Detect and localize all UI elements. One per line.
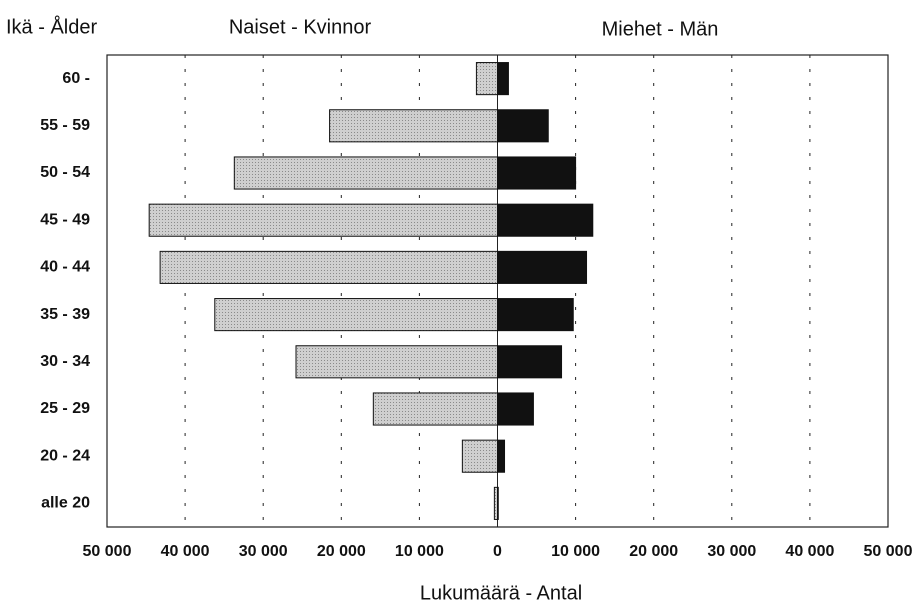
bar bbox=[159, 250, 498, 284]
bar bbox=[497, 203, 594, 237]
x-tick-label: 40 000 bbox=[785, 543, 834, 560]
bar bbox=[497, 109, 549, 143]
y-tick-label: alle 20 bbox=[41, 495, 90, 512]
bar bbox=[497, 439, 506, 473]
y-tick-label: 20 - 24 bbox=[40, 447, 90, 464]
y-tick-label: 50 - 54 bbox=[40, 164, 90, 181]
bar bbox=[329, 109, 498, 143]
x-tick-label: 50 000 bbox=[864, 543, 913, 560]
bar bbox=[475, 62, 498, 96]
bar bbox=[233, 156, 498, 190]
bar bbox=[372, 392, 499, 426]
x-tick-label: 20 000 bbox=[317, 543, 366, 560]
bar bbox=[497, 298, 574, 332]
bar bbox=[214, 298, 498, 332]
x-tick-label: 50 000 bbox=[83, 543, 132, 560]
x-tick-label: 10 000 bbox=[551, 543, 600, 560]
bar bbox=[497, 156, 577, 190]
y-axis-label: Ikä - Ålder bbox=[6, 15, 97, 38]
bar bbox=[461, 439, 499, 473]
y-tick-label: 25 - 29 bbox=[40, 400, 90, 417]
bar bbox=[497, 392, 534, 426]
y-tick-label: 60 - bbox=[62, 70, 90, 87]
y-tick-label: 35 - 39 bbox=[40, 306, 90, 323]
x-tick-label: 40 000 bbox=[161, 543, 210, 560]
x-axis-label: Lukumäärä - Antal bbox=[420, 582, 582, 604]
bar bbox=[148, 203, 498, 237]
y-tick-label: 30 - 34 bbox=[40, 353, 90, 370]
x-tick-label: 20 000 bbox=[629, 543, 678, 560]
x-tick-label: 30 000 bbox=[239, 543, 288, 560]
y-tick-label: 40 - 44 bbox=[40, 259, 90, 276]
bar bbox=[295, 345, 499, 379]
y-tick-label: 45 - 49 bbox=[40, 211, 90, 228]
legend-right: Miehet - Män bbox=[602, 18, 719, 40]
bar bbox=[497, 62, 509, 96]
x-tick-label: 10 000 bbox=[395, 543, 444, 560]
bar bbox=[497, 250, 588, 284]
legend-left: Naiset - Kvinnor bbox=[229, 16, 372, 38]
x-tick-label: 30 000 bbox=[707, 543, 756, 560]
bar bbox=[497, 486, 499, 520]
bar bbox=[497, 345, 563, 379]
x-tick-label: 0 bbox=[493, 543, 502, 560]
y-tick-label: 55 - 59 bbox=[40, 117, 90, 134]
